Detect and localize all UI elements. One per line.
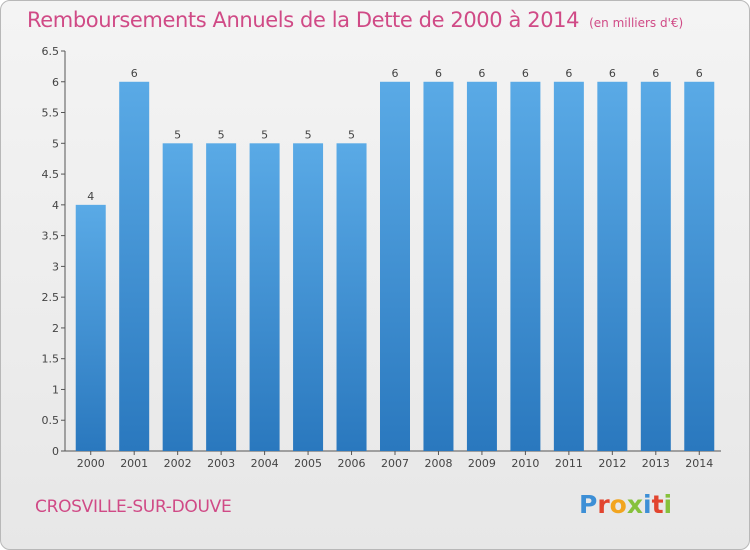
bar-2013 [640, 81, 671, 452]
data-label-2012: 6 [609, 67, 616, 80]
x-tick-label-2004: 2004 [251, 457, 279, 470]
logo-letter: P [579, 490, 598, 519]
bar-2010 [510, 81, 541, 452]
bar-2009 [466, 81, 497, 452]
logo-letter: i [643, 490, 652, 519]
bar-2004 [249, 143, 280, 452]
data-label-2003: 5 [218, 128, 225, 141]
y-tick-label: 1.5 [42, 353, 60, 366]
x-tick-label-2002: 2002 [164, 457, 192, 470]
y-tick-label: 4.5 [42, 168, 60, 181]
logo-letter: x [626, 490, 643, 519]
data-label-2002: 5 [174, 128, 181, 141]
y-tick-label: 5 [52, 137, 59, 150]
chart-title: Remboursements Annuels de la Dette de 20… [27, 8, 683, 32]
x-tick-label-2000: 2000 [77, 457, 105, 470]
proxiti-logo: Proxiti [579, 490, 672, 519]
data-label-2004: 5 [261, 128, 268, 141]
y-tick-label: 4 [52, 199, 59, 212]
bar-2005 [293, 143, 324, 452]
y-tick-label: 6.5 [42, 45, 60, 58]
data-label-2011: 6 [565, 67, 572, 80]
chart-title-text: Remboursements Annuels de la Dette de 20… [27, 8, 580, 32]
bar-2011 [553, 81, 584, 452]
x-tick-label-2007: 2007 [381, 457, 409, 470]
data-label-2007: 6 [392, 67, 399, 80]
x-tick-label-2009: 2009 [468, 457, 496, 470]
data-label-2013: 6 [652, 67, 659, 80]
logo-letter: t [651, 490, 664, 519]
bar-2003 [206, 143, 237, 452]
y-tick-label: 0.5 [42, 414, 60, 427]
y-tick-label: 2.5 [42, 291, 60, 304]
x-tick-label-2013: 2013 [642, 457, 670, 470]
bar-2002 [162, 143, 193, 452]
x-tick-label-2008: 2008 [424, 457, 452, 470]
bar-2000 [75, 204, 106, 451]
chart-unit: (en milliers d'€) [589, 16, 684, 30]
y-tick-label: 1 [52, 383, 59, 396]
y-tick-label: 0 [52, 445, 59, 458]
bar-2008 [423, 81, 454, 452]
data-label-2001: 6 [131, 67, 138, 80]
data-label-2006: 5 [348, 128, 355, 141]
data-label-2000: 4 [87, 190, 94, 203]
bar-2014 [684, 81, 715, 452]
bar-2001 [119, 81, 150, 452]
bar-2012 [597, 81, 628, 452]
data-label-2014: 6 [696, 67, 703, 80]
x-tick-label-2003: 2003 [207, 457, 235, 470]
x-tick-label-2010: 2010 [511, 457, 539, 470]
x-tick-label-2005: 2005 [294, 457, 322, 470]
y-tick-label: 6 [52, 76, 59, 89]
bar-2006 [336, 143, 367, 452]
commune-name: CROSVILLE-SUR-DOUVE [35, 497, 232, 517]
y-tick-label: 5.5 [42, 107, 60, 120]
x-tick-label-2001: 2001 [120, 457, 148, 470]
data-label-2005: 5 [305, 128, 312, 141]
logo-letter: o [609, 490, 627, 519]
y-tick-label: 3 [52, 260, 59, 273]
data-label-2009: 6 [478, 67, 485, 80]
data-label-2010: 6 [522, 67, 529, 80]
bar-2007 [380, 81, 410, 452]
x-tick-label-2011: 2011 [555, 457, 583, 470]
y-tick-label: 2 [52, 322, 59, 335]
y-tick-label: 3.5 [42, 230, 60, 243]
logo-letter: r [597, 490, 610, 519]
logo-letter: i [663, 490, 673, 519]
data-label-2008: 6 [435, 67, 442, 80]
x-tick-label-2012: 2012 [598, 457, 626, 470]
x-tick-label-2006: 2006 [338, 457, 366, 470]
x-tick-label-2014: 2014 [685, 457, 713, 470]
